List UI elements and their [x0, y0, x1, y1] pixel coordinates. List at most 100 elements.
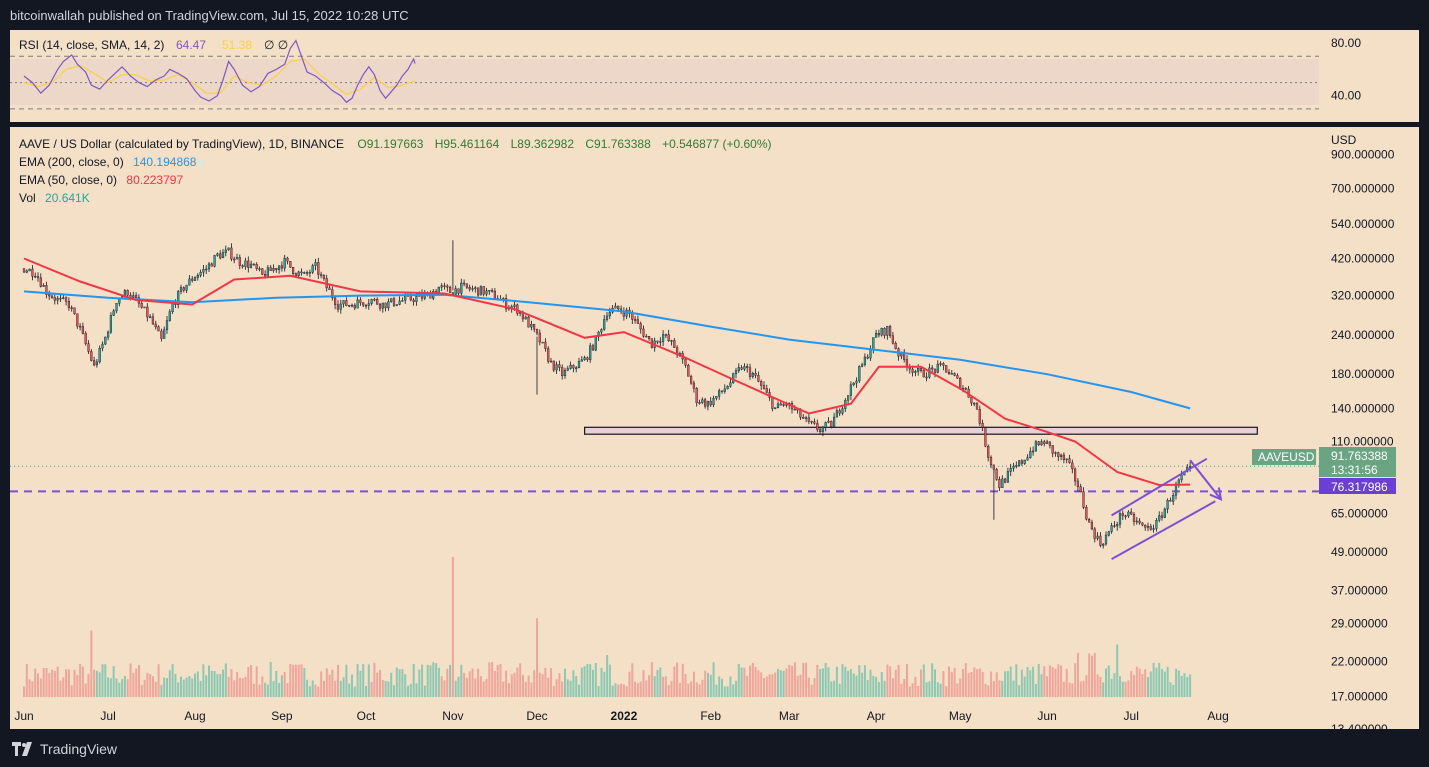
candle-body [734, 370, 738, 374]
candle-body [572, 364, 575, 369]
candle-body [1130, 511, 1133, 515]
candle-body [1073, 468, 1077, 482]
volume-bar [56, 666, 59, 697]
candle-body [1006, 471, 1009, 483]
ema200-legend: EMA (200, close, 0) 140.194868 [19, 155, 197, 169]
volume-bar [678, 682, 681, 697]
candle-body [320, 274, 323, 276]
candle-body [591, 345, 595, 351]
candle-body [205, 268, 208, 271]
time-tick-label: 2022 [611, 709, 638, 723]
candle-body [762, 385, 766, 389]
candle-body [1009, 468, 1012, 472]
candle-body [690, 376, 693, 384]
volume-bar [552, 685, 555, 697]
candle-body [841, 408, 844, 414]
candle-body [109, 315, 112, 333]
candle-body [331, 289, 334, 299]
volume-bar [976, 669, 979, 697]
support-price-tag-bg [1319, 478, 1396, 494]
volume-bar [37, 673, 39, 697]
volume-bar [1029, 670, 1032, 697]
candle-body [875, 333, 878, 338]
vol-legend: Vol 20.641K [19, 191, 90, 205]
candle-body [339, 303, 342, 310]
candle-body [886, 326, 889, 336]
volume-bar [754, 666, 757, 697]
candle-body [342, 300, 345, 305]
volume-bar [1018, 685, 1021, 697]
candle-body [345, 300, 348, 306]
price-axis-area [1319, 127, 1419, 729]
candle-body [547, 348, 550, 362]
volume-bar [673, 666, 676, 697]
ema50-legend-name: EMA (50, close, 0) [19, 173, 117, 187]
candle-body [695, 388, 698, 403]
volume-bar [219, 674, 222, 697]
volume-bar [65, 669, 68, 697]
candle-body [148, 316, 152, 318]
candle-body [953, 373, 956, 376]
candle-body [392, 298, 396, 306]
candle-body [802, 417, 805, 419]
candle-body [992, 464, 995, 470]
volume-bar [451, 557, 454, 697]
volume-bar [379, 669, 381, 697]
volume-bar [477, 668, 480, 697]
candle-body [34, 275, 37, 278]
candle-body [942, 363, 945, 366]
volume-bar [1119, 676, 1121, 697]
volume-bar [395, 667, 398, 697]
volume-bar [398, 669, 401, 697]
volume-bar [942, 671, 945, 697]
rsi-line [23, 39, 416, 104]
candle-body [933, 368, 937, 373]
volume-bar [558, 673, 561, 697]
candle-body [757, 375, 760, 382]
volume-bar [908, 686, 911, 697]
volume-bar [129, 663, 132, 697]
candle-body [720, 390, 724, 392]
volume-bar [62, 677, 65, 697]
volume-bar [275, 671, 278, 697]
volume-bar [934, 669, 936, 697]
candle-body [729, 382, 732, 387]
volume-bar [1051, 667, 1054, 697]
candle-body [605, 315, 609, 320]
volume-bar [387, 681, 390, 697]
candle-body [1093, 528, 1096, 539]
volume-bar [886, 664, 889, 697]
candle-body [160, 330, 163, 339]
volume-bar [1133, 675, 1135, 697]
volume-bar [578, 684, 580, 697]
volume-bar [555, 679, 558, 697]
volume-bar [569, 680, 572, 697]
volume-bar [561, 681, 564, 697]
candle-body [1059, 454, 1063, 457]
volume-bar [527, 675, 530, 697]
candle-body [132, 295, 135, 298]
volume-bar [502, 681, 505, 697]
volume-bar [432, 662, 435, 697]
volume-bar [93, 669, 96, 697]
candle-body [872, 337, 875, 350]
time-tick-label: Jun [14, 709, 33, 723]
candle-body [224, 249, 227, 253]
volume-bar [998, 680, 1001, 697]
candle-body [269, 267, 272, 271]
volume-bar [222, 669, 224, 697]
volume-bar [547, 677, 550, 697]
volume-bar [636, 683, 639, 697]
candle-body [474, 287, 477, 289]
candle-body [600, 329, 603, 333]
volume-bar [928, 681, 931, 697]
volume-bar [586, 664, 589, 697]
candle-body [917, 368, 920, 372]
volume-bar [454, 680, 457, 697]
volume-bar [463, 672, 466, 697]
candle-body [715, 396, 718, 399]
ohlc-close: C91.763388 [585, 137, 651, 151]
candle-body [603, 319, 606, 330]
candle-body [1141, 522, 1144, 526]
